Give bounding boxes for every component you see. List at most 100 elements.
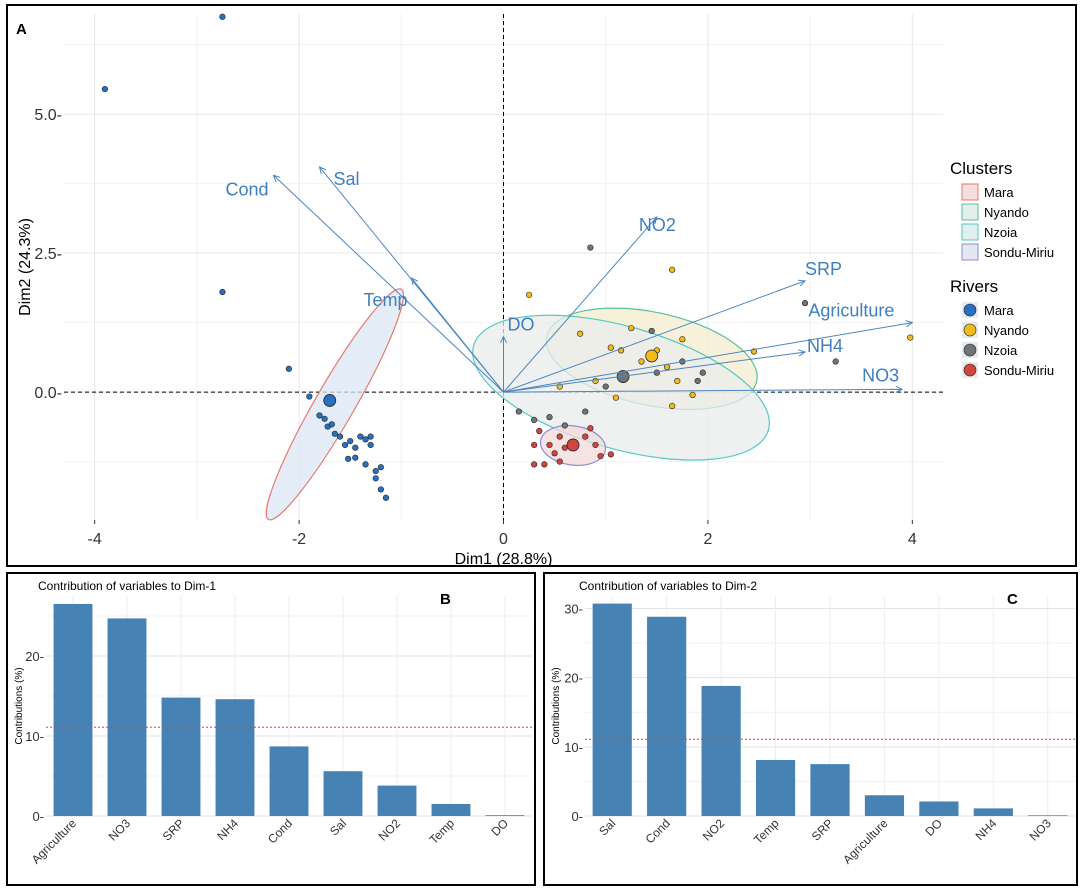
bar-nh4 [973, 808, 1013, 816]
panel-c-dim2-contributions: Contribution of variables to Dim-2 C 0- 10-… [543, 572, 1078, 886]
variable-label-no3: NO3 [862, 365, 899, 385]
y-tick-label: 5.0- [34, 107, 62, 124]
x-tick-label-do: DO [922, 816, 945, 839]
panel-label-c: C [1007, 591, 1018, 608]
x-tick-label-srp: SRP [809, 816, 836, 843]
point-nyando [612, 394, 620, 401]
legend-cluster-label-mara: Mara [984, 185, 1014, 200]
x-tick-label-no3: NO3 [1027, 816, 1055, 844]
legend-rivers-title: Rivers [950, 277, 998, 296]
point-mara [367, 441, 374, 449]
pca-biplot-svg: A Cond Sal Temp DO NO2 SRP Agriculture NH4 NO3 -4 -… [16, 13, 1054, 565]
x-tick-label-cond: Cond [643, 816, 673, 846]
point-mara [345, 455, 352, 462]
point-mara [306, 393, 313, 400]
loading-arrow-nh4 [503, 351, 806, 393]
panel-a-pca-biplot: A Cond Sal Temp DO NO2 SRP Agriculture NH4 NO3 -4 -… [6, 4, 1077, 567]
point-mara [367, 433, 374, 440]
y-axis-title: Contributions (%) [14, 667, 25, 744]
point-mara [352, 454, 359, 461]
bar-nh4 [215, 699, 255, 816]
x-tick-label: -2 [292, 531, 306, 548]
point-sondu-miriu [541, 461, 548, 468]
bar-srp [161, 697, 201, 816]
x-tick-label: 4 [908, 531, 917, 548]
arrowhead-cond [272, 174, 281, 182]
legend-cluster-label-nzoia: Nzoia [984, 225, 1018, 240]
point-nzoia [648, 327, 655, 335]
y-tick-label: 30- [564, 601, 583, 616]
bar-do [919, 801, 959, 816]
variable-label-do: DO [508, 315, 535, 335]
point-sondu-miriu [556, 433, 563, 440]
variable-label-no2: NO2 [639, 215, 676, 235]
legend-cluster-swatch-mara [961, 183, 979, 201]
loading-arrow-agriculture [503, 322, 913, 393]
x-tick-label-no2: NO2 [376, 816, 404, 844]
x-tick-label-no2: NO2 [700, 816, 728, 844]
x-axis-title: Dim1 (28.8%) [455, 551, 553, 565]
x-tick-label-temp: Temp [426, 816, 457, 847]
bar-cond [647, 616, 687, 816]
bar-agriculture [864, 795, 905, 816]
arrowhead-sal [318, 166, 327, 174]
legend-river-label-nyando: Nyando [984, 323, 1029, 338]
point-mara [372, 467, 379, 475]
point-mara [285, 365, 292, 372]
point-nzoia [653, 369, 660, 376]
variable-label-nh4: NH4 [807, 336, 843, 356]
y-tick-label: 0- [32, 809, 44, 824]
legend-river-swatch-sondu-miriu [963, 363, 977, 377]
bar-agriculture [53, 604, 93, 816]
point-sondu-miriu [582, 433, 589, 440]
point-nzoia [832, 358, 839, 365]
x-tick-label-nh4: NH4 [973, 816, 1000, 843]
bar-temp [755, 759, 796, 816]
x-tick-label-no3: NO3 [106, 816, 134, 844]
loading-arrow-no3 [503, 388, 903, 393]
point-sondu-miriu [536, 427, 543, 435]
chart-title: Contribution of variables to Dim-1 [38, 579, 216, 593]
point-nzoia [699, 369, 706, 376]
x-tick-label-cond: Cond [265, 816, 295, 846]
bar-srp [810, 764, 850, 816]
point-nzoia [582, 408, 589, 415]
point-mara [352, 444, 359, 451]
bar-no3 [107, 618, 147, 816]
point-sondu-miriu [531, 441, 538, 449]
point-mara [377, 464, 384, 471]
legend-cluster-swatch-sondu-miriu [961, 243, 979, 261]
point-nyando [669, 266, 676, 273]
point-sondu-miriu [607, 451, 614, 458]
point-sondu-miriu [587, 425, 594, 432]
point-mara [331, 430, 338, 437]
dim2-contribution-bar-chart: Contribution of variables to Dim-2 C 0- 10-… [551, 579, 1075, 867]
point-nzoia [531, 416, 538, 424]
legend-river-label-nzoia: Nzoia [984, 343, 1018, 358]
arrowhead-no2 [650, 216, 658, 224]
point-mara [382, 494, 390, 501]
dim1-contribution-bar-chart: Contribution of variables to Dim-1 B 0- 10-… [14, 579, 532, 867]
centroid-nyando [645, 349, 659, 363]
point-nyando [525, 291, 533, 298]
point-nzoia [587, 244, 594, 251]
point-mara [341, 441, 349, 449]
point-sondu-miriu [556, 458, 563, 465]
loading-arrow-temp [411, 277, 504, 393]
point-nzoia [561, 422, 568, 429]
y-tick-label: 10- [564, 740, 583, 755]
point-nzoia [801, 300, 809, 307]
centroid-mara [323, 394, 337, 407]
x-tick-label-sal: Sal [327, 816, 349, 838]
point-mara [316, 412, 323, 419]
point-mara [328, 421, 335, 428]
bar-no2 [377, 785, 417, 816]
x-tick-label: 0 [499, 531, 508, 548]
panel-b-dim1-contributions: Contribution of variables to Dim-1 B 0- 10-… [6, 572, 536, 886]
point-mara [321, 415, 328, 422]
variable-label-srp: SRP [805, 259, 842, 279]
point-nzoia [515, 408, 522, 415]
point-mara [219, 13, 226, 20]
loading-arrow-cond [273, 174, 504, 393]
cluster-ellipse-mara [265, 288, 405, 521]
